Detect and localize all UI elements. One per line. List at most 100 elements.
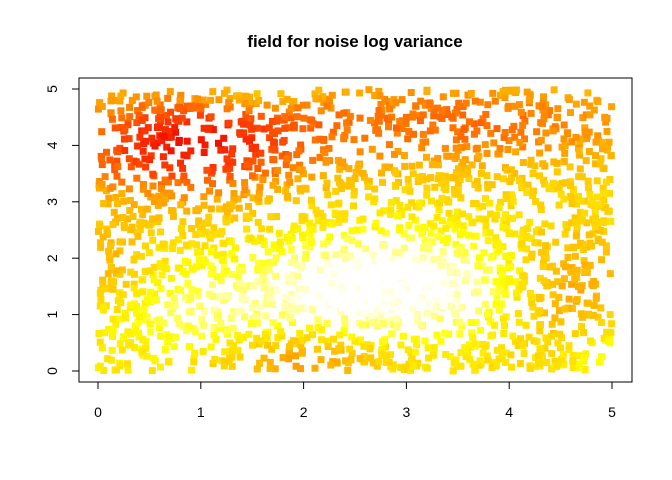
data-point <box>135 160 143 168</box>
data-point <box>162 195 169 203</box>
data-point <box>591 209 599 217</box>
data-point <box>287 295 295 303</box>
data-point <box>388 306 396 314</box>
data-point <box>487 253 495 261</box>
data-point <box>484 310 491 318</box>
data-point <box>277 328 285 336</box>
data-point <box>524 181 532 189</box>
data-point <box>458 303 466 311</box>
data-point <box>150 354 158 362</box>
data-point <box>325 144 333 152</box>
data-point <box>230 342 238 350</box>
data-point <box>148 134 156 142</box>
data-point <box>188 240 196 248</box>
data-point <box>418 294 426 302</box>
data-point <box>294 104 302 112</box>
data-point <box>405 183 413 190</box>
data-point <box>482 222 490 230</box>
data-point <box>222 165 230 173</box>
data-point <box>125 185 133 193</box>
data-point <box>517 108 525 116</box>
data-point <box>123 360 131 368</box>
data-point <box>600 196 608 204</box>
data-point <box>409 362 417 370</box>
data-point <box>285 108 293 116</box>
data-point <box>293 113 301 121</box>
data-point <box>358 304 366 312</box>
data-point <box>597 155 605 163</box>
data-point <box>117 107 125 115</box>
data-point <box>375 358 383 366</box>
data-point <box>348 349 356 357</box>
data-point <box>397 281 405 289</box>
data-point <box>163 189 171 197</box>
data-point <box>523 245 531 253</box>
data-point <box>429 351 437 359</box>
data-point <box>400 230 408 238</box>
data-point <box>460 170 468 178</box>
data-point <box>183 207 191 215</box>
data-point <box>505 102 513 110</box>
data-point <box>331 347 339 355</box>
data-point <box>387 288 395 296</box>
data-point <box>520 277 528 285</box>
data-point <box>598 138 606 146</box>
data-point <box>157 285 165 293</box>
data-point <box>100 200 108 207</box>
data-point <box>356 336 364 344</box>
data-point <box>317 336 325 344</box>
data-point <box>309 156 317 164</box>
data-point <box>461 346 469 354</box>
data-point <box>554 339 562 347</box>
data-point <box>407 89 415 96</box>
data-point <box>156 101 164 109</box>
data-point <box>405 360 413 368</box>
data-point <box>338 264 346 272</box>
data-point <box>196 302 204 310</box>
data-point <box>137 252 145 260</box>
data-point <box>107 110 115 118</box>
data-point <box>448 113 456 121</box>
data-point <box>519 342 527 350</box>
data-point <box>369 359 377 367</box>
data-point <box>470 200 478 207</box>
data-point <box>105 247 113 255</box>
data-point <box>364 303 372 310</box>
data-point <box>541 110 548 118</box>
data-point <box>351 337 359 345</box>
data-point <box>496 287 504 295</box>
data-point <box>596 160 604 168</box>
data-point <box>249 253 257 261</box>
data-point <box>199 96 207 104</box>
data-point <box>209 126 217 134</box>
data-point <box>484 101 492 109</box>
data-point <box>523 225 531 233</box>
data-point <box>160 319 168 327</box>
data-point <box>168 192 176 200</box>
data-point <box>495 246 503 254</box>
data-point <box>102 187 110 195</box>
data-point <box>572 133 580 141</box>
data-point <box>356 148 364 156</box>
data-point <box>256 303 264 311</box>
data-point <box>470 242 478 250</box>
data-point <box>214 230 221 238</box>
data-point <box>318 283 326 291</box>
data-point <box>131 270 138 278</box>
data-point <box>218 292 226 300</box>
data-point <box>241 100 249 107</box>
data-point <box>355 310 363 318</box>
data-point <box>443 239 451 247</box>
data-point <box>451 225 459 233</box>
data-point <box>155 316 163 324</box>
data-point <box>136 226 144 233</box>
data-point <box>344 367 352 374</box>
data-point <box>576 140 584 148</box>
data-point <box>306 324 313 332</box>
data-point <box>203 166 211 174</box>
data-point <box>586 111 594 119</box>
data-point <box>497 198 505 206</box>
data-point <box>243 157 251 165</box>
data-point <box>210 331 218 339</box>
data-point <box>110 278 118 286</box>
